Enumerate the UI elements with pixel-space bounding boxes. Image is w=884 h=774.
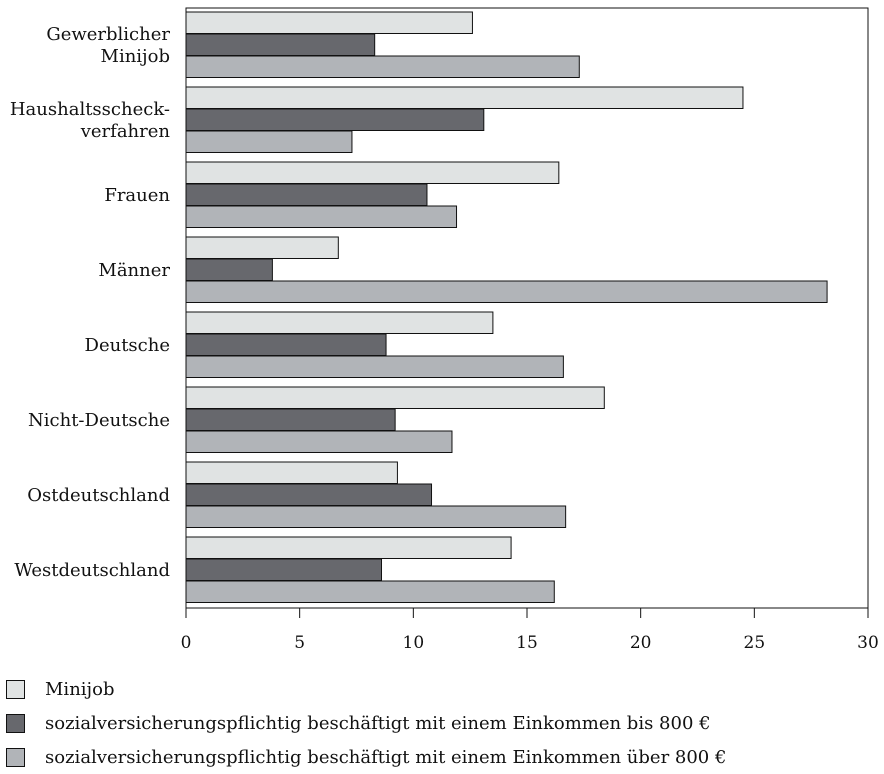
bar-0-0	[185, 11, 473, 34]
legend-swatch-bis-800	[6, 713, 25, 733]
category-label: Haushaltsscheck-verfahren	[10, 99, 171, 142]
x-axis-ticks: 0 5 10 15 20 25 30	[181, 608, 879, 653]
category-label: Gewerblicher Minijob	[46, 24, 170, 67]
category-label-line: Gewerblicher	[46, 24, 170, 45]
bar-7-0	[185, 536, 512, 559]
category-label-line: Haushaltsscheck-	[10, 99, 170, 120]
category-label-line: Nicht-Deutsche	[28, 410, 170, 431]
bar-3-1	[185, 258, 273, 281]
category-label: Westdeutschland	[14, 560, 170, 581]
bar-1-2	[185, 130, 353, 153]
legend-item-bis-800: sozialversicherungspflichtig beschäftigt…	[6, 706, 726, 740]
legend: Minijob sozialversicherungspflichtig bes…	[6, 672, 726, 774]
x-tick-label: 10	[403, 633, 425, 653]
category-label: Männer	[98, 260, 170, 281]
x-tick-label: 20	[630, 633, 652, 653]
bar-6-0	[185, 461, 398, 484]
bar-5-2	[185, 430, 453, 453]
bar-0-1	[185, 33, 376, 56]
category-label-line: Westdeutschland	[14, 560, 170, 581]
category-label-line: verfahren	[80, 121, 171, 142]
bar-5-0	[185, 386, 605, 409]
x-tick-label: 25	[744, 633, 766, 653]
bar-6-1	[185, 483, 433, 506]
legend-swatch-ueber-800	[6, 747, 25, 767]
bar-4-0	[185, 311, 494, 334]
bar-4-2	[185, 355, 564, 378]
bar-1-0	[185, 86, 744, 109]
category-label: Nicht-Deutsche	[28, 410, 170, 431]
bar-chart: Gewerblicher Minijob Haushaltsscheck-verfa…	[10, 7, 879, 653]
legend-label-ueber-800: sozialversicherungspflichtig beschäftigt…	[45, 746, 727, 768]
bar-0-2	[185, 55, 580, 78]
bars-group	[185, 11, 828, 603]
x-tick-label: 5	[294, 633, 305, 653]
bar-4-1	[185, 333, 387, 356]
x-tick-label: 15	[516, 633, 538, 653]
category-label: Ostdeutschland	[27, 485, 170, 506]
x-tick-label: 30	[857, 633, 879, 653]
bar-2-1	[185, 183, 428, 206]
bar-5-1	[185, 408, 396, 431]
legend-item-minijob: Minijob	[6, 672, 726, 706]
category-label-line: Ostdeutschland	[27, 485, 170, 506]
bar-3-0	[185, 236, 339, 259]
category-labels: Gewerblicher Minijob Haushaltsscheck-verfa…	[10, 24, 171, 581]
legend-label-bis-800: sozialversicherungspflichtig beschäftigt…	[45, 712, 711, 734]
x-tick-label: 0	[181, 633, 192, 653]
bar-6-2	[185, 505, 567, 528]
legend-swatch-minijob	[6, 679, 25, 699]
category-label: Frauen	[104, 185, 170, 206]
bar-2-0	[185, 161, 560, 184]
legend-label-minijob: Minijob	[45, 678, 115, 700]
bar-1-1	[185, 108, 485, 131]
category-label-line: Frauen	[104, 185, 170, 206]
bar-7-2	[185, 580, 555, 603]
bar-7-1	[185, 558, 383, 581]
category-label-line: Männer	[98, 260, 170, 281]
bar-2-2	[185, 205, 458, 228]
category-label-line: Minijob	[101, 46, 170, 67]
legend-item-ueber-800: sozialversicherungspflichtig beschäftigt…	[6, 740, 726, 774]
category-label: Deutsche	[85, 335, 170, 356]
category-label-line: Deutsche	[85, 335, 170, 356]
bar-3-2	[185, 280, 828, 303]
